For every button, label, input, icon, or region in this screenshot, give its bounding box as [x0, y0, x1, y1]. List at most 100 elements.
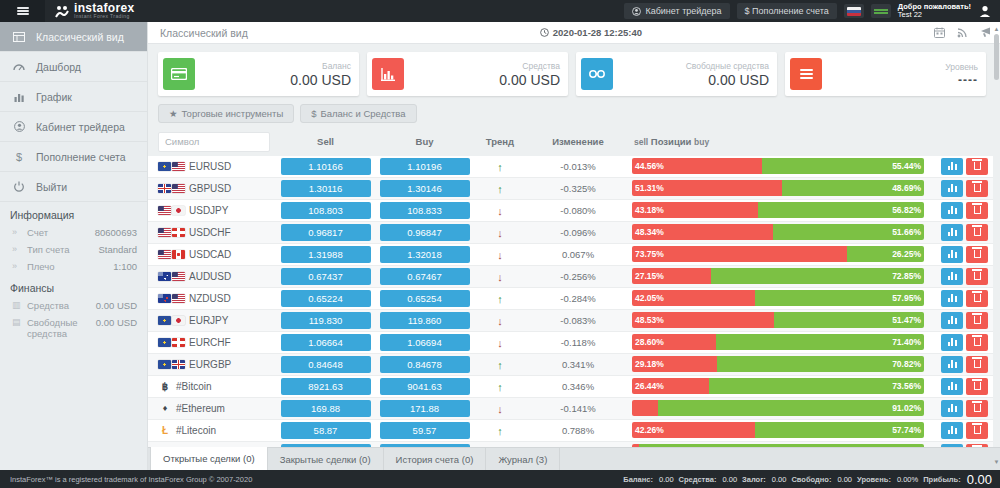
sidebar-item-logout[interactable]: Выйти [0, 172, 147, 202]
remove-instrument-button[interactable] [966, 158, 988, 175]
rss-feed-icon[interactable] [957, 27, 968, 38]
symbol-cell[interactable]: USDCHF [158, 227, 276, 238]
buy-price-button[interactable]: 171.88 [380, 400, 470, 417]
sidebar-item-chart[interactable]: График [0, 82, 147, 112]
megaphone-icon[interactable] [980, 27, 992, 38]
tab-closed-trades[interactable]: Закрытые сделки (0) [268, 448, 384, 470]
symbol-cell[interactable]: ♦ #Ethereum [158, 403, 276, 414]
buy-price-button[interactable]: 119.860 [380, 312, 470, 329]
logo[interactable]: instaforex Instant Forex Trading [55, 3, 134, 19]
symbol-cell[interactable]: GBPUSD [158, 183, 276, 194]
language-russian-flag-button[interactable] [844, 4, 864, 18]
sell-percent-label: 29.18% [632, 359, 667, 369]
buy-price-button[interactable]: 0.84678 [380, 356, 470, 373]
remove-instrument-button[interactable] [966, 246, 988, 263]
scroll-down-arrow-icon[interactable]: ▼ [993, 459, 1000, 466]
sell-price-button[interactable]: 1.31988 [281, 246, 371, 263]
symbol-cell[interactable]: USDJPY [158, 205, 276, 216]
user-avatar-icon[interactable] [978, 4, 992, 18]
open-chart-button[interactable] [941, 378, 963, 395]
open-chart-button[interactable] [941, 312, 963, 329]
tab-account-history[interactable]: История счета (0) [384, 448, 487, 470]
symbol-cell[interactable]: EURGBP [158, 359, 276, 370]
open-chart-button[interactable] [941, 422, 963, 439]
balance-equity-button[interactable]: $ Баланс и Средства [300, 104, 416, 123]
sell-price-button[interactable]: 0.84648 [281, 356, 371, 373]
buy-price-button[interactable]: 1.10196 [380, 158, 470, 175]
remove-instrument-button[interactable] [966, 378, 988, 395]
positions-bar: 28.60% 71.40% [632, 334, 924, 350]
sell-price-button[interactable]: 1.06664 [281, 334, 371, 351]
symbol-cell[interactable]: EURCHF [158, 337, 276, 348]
flag-pair-icon [158, 360, 185, 369]
open-chart-button[interactable] [941, 224, 963, 241]
trader-cabinet-button[interactable]: Кабинет трейдера [624, 3, 729, 19]
sell-price-button[interactable]: 58.87 [281, 422, 371, 439]
remove-instrument-button[interactable] [966, 202, 988, 219]
remove-instrument-button[interactable] [966, 180, 988, 197]
symbol-cell[interactable]: EURUSD [158, 161, 276, 172]
deposit-button[interactable]: $ Пополнение счета [737, 3, 837, 19]
sell-price-button[interactable]: 0.67437 [281, 268, 371, 285]
open-chart-button[interactable] [941, 400, 963, 417]
remove-instrument-button[interactable] [966, 290, 988, 307]
crypto-icon: ฿ [158, 381, 172, 392]
sidebar-item-deposit[interactable]: $ Пополнение счета [0, 142, 147, 172]
sell-price-button[interactable]: 0.65224 [281, 290, 371, 307]
remove-instrument-button[interactable] [966, 422, 988, 439]
sidebar-item-trader-cabinet[interactable]: Кабинет трейдера [0, 112, 147, 142]
tab-journal[interactable]: Журнал (3) [486, 448, 560, 470]
trend-column-header: Тренд [474, 136, 526, 147]
positions-buy-segment: 48.69% [782, 180, 924, 196]
open-chart-button[interactable] [941, 158, 963, 175]
symbol-cell[interactable]: EURJPY [158, 315, 276, 326]
sell-price-button[interactable]: 108.803 [281, 202, 371, 219]
sell-price-button[interactable]: 0.96817 [281, 224, 371, 241]
open-chart-button[interactable] [941, 290, 963, 307]
buy-price-button[interactable]: 59.57 [380, 422, 470, 439]
buy-price-button[interactable]: 0.67467 [380, 268, 470, 285]
open-chart-button[interactable] [941, 334, 963, 351]
remove-instrument-button[interactable] [966, 312, 988, 329]
symbol-search-input[interactable] [158, 132, 270, 152]
calendar-icon[interactable] [934, 27, 945, 38]
remove-instrument-button[interactable] [966, 400, 988, 417]
buy-price-button[interactable]: 0.96847 [380, 224, 470, 241]
sell-price-button[interactable]: 119.830 [281, 312, 371, 329]
symbol-cell[interactable]: Ł #Litecoin [158, 425, 276, 436]
vertical-scrollbar[interactable]: ▲ ▼ [993, 24, 1000, 468]
open-chart-button[interactable] [941, 356, 963, 373]
symbol-cell[interactable]: USDCAD [158, 249, 276, 260]
open-chart-button[interactable] [941, 202, 963, 219]
open-chart-button[interactable] [941, 268, 963, 285]
open-chart-button[interactable] [941, 246, 963, 263]
top-header-bar: instaforex Instant Forex Trading Кабинет… [0, 0, 1000, 22]
remove-instrument-button[interactable] [966, 268, 988, 285]
tab-open-trades[interactable]: Открытые сделки (0) [150, 447, 268, 470]
symbol-cell[interactable]: AUDUSD [158, 271, 276, 282]
sell-price-button[interactable]: 8921.63 [281, 378, 371, 395]
language-alt-flag-button[interactable] [871, 4, 891, 18]
buy-price-button[interactable]: 9041.63 [380, 378, 470, 395]
scrollbar-thumb[interactable] [994, 34, 999, 80]
remove-instrument-button[interactable] [966, 356, 988, 373]
buy-price-button[interactable]: 1.06694 [380, 334, 470, 351]
buy-price-button[interactable]: 1.30146 [380, 180, 470, 197]
remove-instrument-button[interactable] [966, 224, 988, 241]
buy-price-button[interactable]: 1.32018 [380, 246, 470, 263]
open-chart-button[interactable] [941, 180, 963, 197]
buy-price-button[interactable]: 0.65254 [380, 290, 470, 307]
sell-price-button[interactable]: 1.10166 [281, 158, 371, 175]
sell-price-button[interactable]: 169.88 [281, 400, 371, 417]
footer-bar: InstaForex™ is a registered trademark of… [0, 470, 1000, 488]
buy-price-button[interactable]: 108.833 [380, 202, 470, 219]
sell-price-button[interactable]: 1.30116 [281, 180, 371, 197]
trading-instruments-button[interactable]: ★ Торговые инструменты [158, 104, 294, 123]
sidebar-item-classic-view[interactable]: Классический вид [0, 22, 147, 52]
symbol-cell[interactable]: NZDUSD [158, 293, 276, 304]
symbol-cell[interactable]: ฿ #Bitcoin [158, 381, 276, 392]
scroll-up-arrow-icon[interactable]: ▲ [993, 26, 1000, 33]
sidebar-toggle-button[interactable] [0, 0, 45, 22]
sidebar-item-dashboard[interactable]: Дашборд [0, 52, 147, 82]
remove-instrument-button[interactable] [966, 334, 988, 351]
